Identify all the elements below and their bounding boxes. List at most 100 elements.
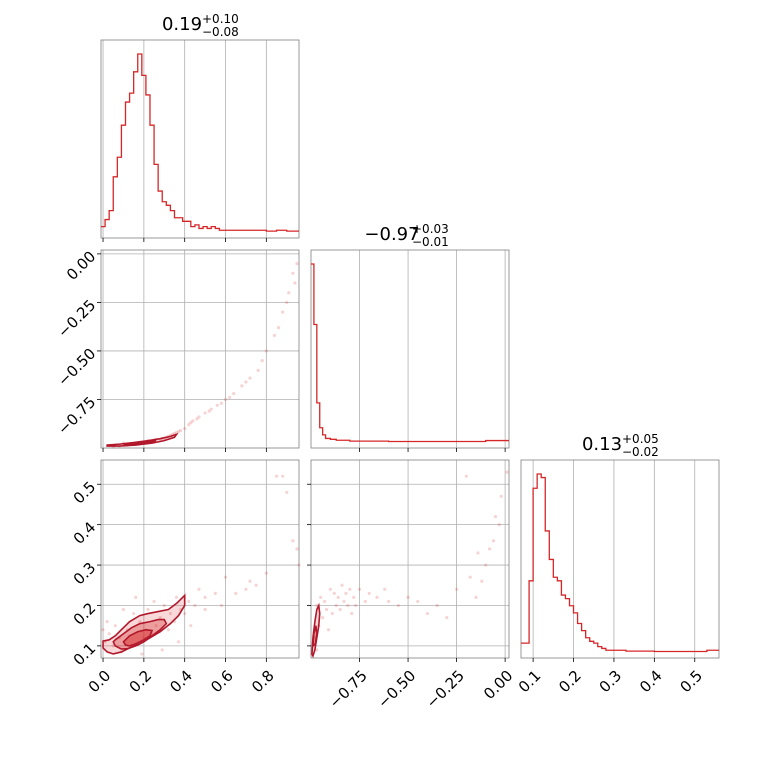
scatter-point (160, 648, 164, 652)
scatter-point (276, 326, 281, 330)
scatter-point (256, 368, 260, 372)
scatter-point (406, 595, 410, 599)
scatter-point (260, 359, 264, 363)
scatter-point (193, 603, 197, 608)
scatter-point (146, 607, 150, 612)
scatter-point (476, 551, 480, 555)
scatter-point (445, 615, 449, 620)
scatter-point (113, 624, 117, 628)
scatter-point (179, 428, 183, 433)
title-minus: −0.02 (622, 445, 659, 459)
scatter-point (340, 583, 344, 587)
x-tick-label: 0.6 (207, 667, 237, 697)
scatter-point (154, 624, 158, 628)
contour-level (123, 439, 157, 446)
scatter-point (322, 599, 327, 604)
scatter-point (342, 599, 346, 604)
panel-title: −0.97+0.03−0.01 (364, 222, 448, 249)
scatter-point (158, 615, 162, 620)
scatter-point (326, 628, 331, 632)
y-tick-label: 0.00 (63, 248, 99, 284)
scatter-point (187, 599, 191, 604)
x-tick-label: 0.5 (676, 667, 706, 697)
scatter-point (281, 310, 285, 314)
scatter-point (357, 587, 362, 591)
scatter-point (480, 579, 484, 583)
contour-level (122, 628, 154, 647)
scatter-point (346, 603, 350, 608)
scatter-point (234, 591, 238, 595)
title-minus: −0.01 (412, 235, 449, 249)
scatter-point (274, 474, 279, 478)
scatter-p2_p0-frame (100, 459, 300, 659)
scatter-point (264, 349, 268, 353)
scatter-point (291, 539, 295, 543)
scatter-point (425, 611, 430, 616)
scatter-point (232, 392, 236, 396)
title-plus: +0.05 (622, 432, 659, 446)
title-minus: −0.08 (202, 25, 239, 39)
scatter-point (183, 426, 187, 431)
y-tick-label: 0.1 (70, 640, 100, 670)
scatter-point (497, 523, 501, 527)
scatter-point (344, 591, 348, 595)
x-tick-label: 0.00 (480, 667, 516, 703)
y-tick-label: 0.4 (70, 518, 100, 548)
hist-0-frame (100, 39, 300, 239)
scatter-point (191, 419, 195, 423)
x-tick-label: 0.3 (596, 667, 626, 697)
scatter-point (291, 271, 295, 275)
scatter-point (328, 587, 333, 591)
scatter-point (454, 587, 459, 591)
scatter-point (319, 595, 323, 599)
y-tick-label: −0.50 (54, 345, 99, 390)
scatter-point (464, 474, 468, 478)
y-tick-label: −0.75 (54, 393, 99, 438)
scatter-point (101, 628, 105, 632)
scatter-point (166, 628, 170, 632)
scatter-point (264, 571, 268, 575)
scatter-point (499, 494, 503, 498)
scatter-point (207, 409, 211, 413)
scatter-point (272, 333, 277, 338)
scatter-point (334, 603, 338, 608)
title-median: 0.13 (582, 434, 622, 455)
scatter-point (197, 587, 201, 591)
scatter-point (287, 291, 291, 295)
x-tick-label: 0.2 (555, 667, 585, 697)
panel-title: 0.19 +0.10−0.08 (162, 12, 239, 39)
x-tick-label: 0.4 (166, 667, 196, 697)
scatter-point (336, 595, 340, 599)
scatter-point (240, 384, 244, 388)
hist-0-grid (102, 40, 267, 238)
scatter-point (209, 407, 213, 411)
scatter-point (375, 595, 379, 599)
y-tick-label: 0.2 (70, 599, 100, 629)
hist-2-grid (532, 460, 696, 658)
scatter-point (248, 376, 252, 380)
scatter-point (134, 595, 138, 599)
scatter-point (338, 607, 342, 612)
hist-1-frame (310, 249, 510, 449)
scatter-point (281, 474, 285, 478)
x-tick-label: 0.8 (248, 667, 278, 697)
scatter-point (219, 401, 224, 405)
scatter-point (350, 611, 354, 616)
scatter-point (203, 595, 207, 599)
scatter-point (363, 599, 367, 604)
scatter-point (189, 421, 193, 425)
scatter-point (195, 417, 199, 421)
scatter-point (321, 615, 325, 620)
scatter-point (162, 603, 166, 608)
title-median: 0.19 (162, 14, 202, 35)
scatter-point (152, 599, 156, 604)
scatter-p1_p0-frame (100, 249, 300, 449)
scatter-p2_p1-frame (310, 459, 510, 659)
scatter-p2_p1-grid (311, 460, 509, 658)
contour-level (311, 625, 318, 648)
x-tick-label: 0.0 (85, 667, 115, 697)
x-tick-label: −0.25 (423, 667, 468, 712)
scatter-point (315, 648, 319, 652)
scatter-point (435, 603, 439, 608)
